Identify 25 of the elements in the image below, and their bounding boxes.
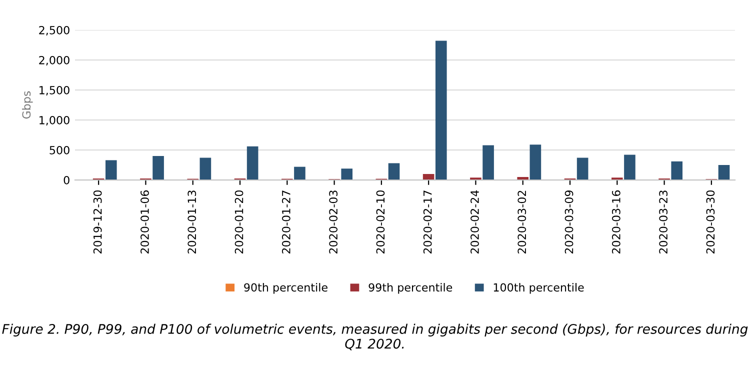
x-tick-label: 2020-01-20: [234, 190, 244, 254]
y-tick-label: 0: [64, 176, 70, 184]
y-tick-label: 2,000: [39, 56, 70, 66]
x-tick-label: 2020-02-24: [470, 190, 479, 254]
x-tick-label: 2020-01-13: [188, 190, 196, 254]
x-tick-label: 2020-01-27: [282, 190, 290, 254]
x-tick-label: 2020-02-03: [329, 190, 338, 254]
x-tick-label: 2019-12-30: [93, 190, 102, 254]
caption: Figure 2. P90, P99, and P100 of volumetric events, measured in gigabits per second (Gbps), for resources during Q1 2020.: [2, 324, 748, 350]
x-tick-label: 2020-03-09: [564, 190, 574, 254]
x-tick-label: 2020-02-17: [423, 190, 432, 254]
y-tick-label: 1,500: [40, 86, 70, 96]
x-tick-label: 2020-03-30: [706, 190, 715, 254]
legend-label: 90th percentile: [244, 283, 328, 294]
x-tick-label: 2020-03-02: [518, 190, 526, 254]
x-tick-label: 2020-02-10: [376, 190, 385, 254]
x-tick-label: 2020-01-06: [140, 190, 149, 254]
y-tick-label: 2,500: [39, 26, 70, 36]
y-axis-title: Gbps: [22, 91, 33, 119]
x-tick-label: 2020-03-23: [659, 190, 668, 254]
y-tick-label: 1,000: [40, 116, 70, 126]
x-tick-label: 2020-03-16: [612, 190, 620, 254]
legend-label: 99th percentile: [368, 283, 452, 294]
legend-label: 100th percentile: [494, 283, 584, 294]
y-tick-label: 500: [50, 146, 70, 154]
